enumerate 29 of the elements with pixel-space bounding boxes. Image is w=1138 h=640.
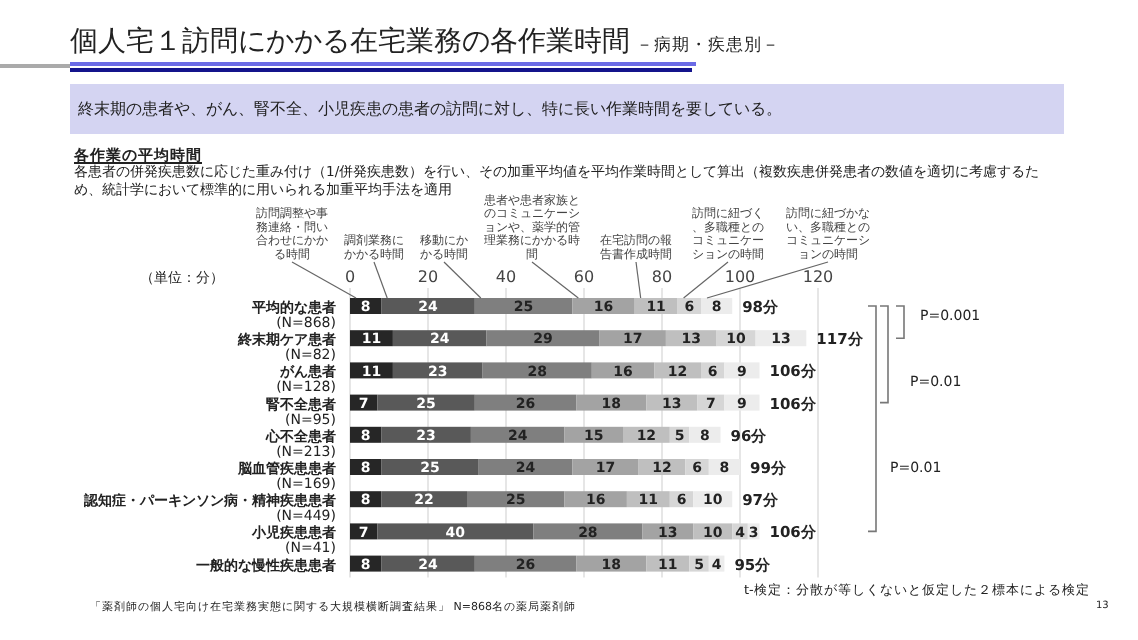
bar: [381, 459, 479, 475]
x-tick-label: 60: [573, 268, 595, 286]
bar: [470, 426, 565, 443]
bar: [478, 459, 573, 475]
chart-title: 個人宅１訪問にかかる在宅業務の各作業時間: [70, 24, 630, 60]
x-tick-label: 100: [724, 268, 756, 286]
bar: [377, 523, 534, 540]
x-tick-label: 20: [417, 268, 439, 286]
bar: [474, 298, 573, 314]
bar: [474, 394, 577, 411]
bar: [486, 330, 600, 347]
x-tick-label: 80: [651, 268, 673, 286]
bar: [392, 330, 487, 347]
bar: [572, 459, 639, 475]
bar: [392, 362, 483, 379]
bar: [381, 426, 471, 443]
text: 終末期の患者や、がん、腎不全、小児疾患の患者の訪問に対し、特に長い作業時間を要している。: [78, 98, 782, 120]
bar: [533, 523, 643, 540]
bar: [381, 555, 475, 572]
bar: [467, 491, 565, 508]
x-tick-label: 40: [495, 268, 517, 286]
bar: [381, 298, 475, 314]
bar: [381, 491, 467, 508]
x-tick-label: 120: [802, 268, 834, 286]
chart-subtitle: －病期・疾患別－: [636, 34, 780, 58]
bar: [474, 555, 577, 572]
bar: [377, 394, 475, 411]
x-tick-label: 0: [344, 268, 356, 286]
bar: [482, 362, 592, 379]
